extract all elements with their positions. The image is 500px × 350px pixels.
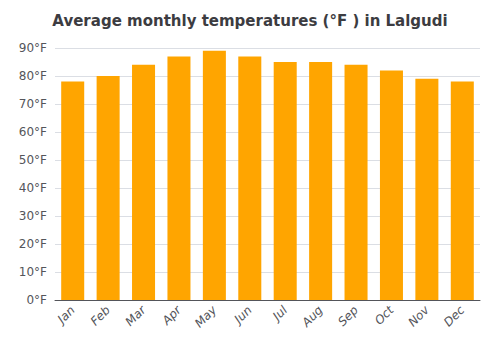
svg-text:50°F: 50°F [19, 153, 47, 167]
svg-text:Oct: Oct [372, 302, 397, 327]
svg-text:20°F: 20°F [19, 237, 47, 251]
svg-text:Nov: Nov [405, 302, 432, 329]
svg-text:May: May [192, 302, 220, 330]
svg-text:Sep: Sep [335, 303, 361, 329]
svg-text:60°F: 60°F [19, 125, 47, 139]
svg-text:Aug: Aug [298, 303, 325, 330]
svg-text:Jun: Jun [230, 303, 255, 328]
svg-text:40°F: 40°F [19, 181, 47, 195]
svg-text:70°F: 70°F [19, 97, 47, 111]
svg-text:10°F: 10°F [19, 265, 47, 279]
svg-text:0°F: 0°F [26, 293, 47, 307]
svg-text:30°F: 30°F [19, 209, 47, 223]
svg-text:Mar: Mar [123, 302, 150, 329]
svg-text:90°F: 90°F [19, 41, 47, 55]
svg-text:Dec: Dec [441, 303, 468, 330]
svg-text:Jul: Jul [269, 303, 291, 325]
svg-text:Apr: Apr [159, 302, 185, 328]
svg-text:Jan: Jan [53, 303, 77, 327]
svg-text:80°F: 80°F [19, 69, 47, 83]
svg-text:Feb: Feb [88, 303, 114, 329]
svg-text:Average monthly temperatures (: Average monthly temperatures (°F ) in La… [52, 12, 447, 30]
